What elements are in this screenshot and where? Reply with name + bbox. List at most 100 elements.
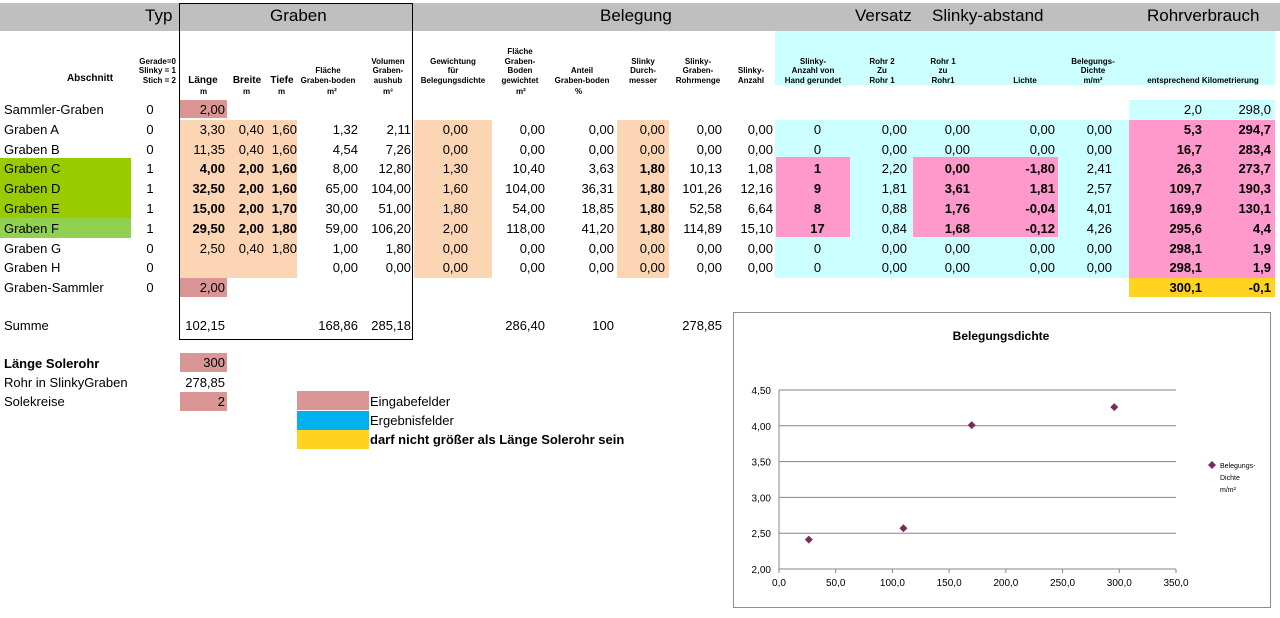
cell-km1: 298,1 <box>1169 260 1202 276</box>
cell-sd[interactable]: 0,00 <box>639 260 665 276</box>
cell-laenge[interactable]: 15,00 <box>192 201 225 216</box>
cell-sanz: 0,00 <box>747 240 773 256</box>
unit-anteil: % <box>575 87 583 96</box>
cell-tiefe[interactable]: 1,60 <box>271 141 297 157</box>
cell-fgew: 118,00 <box>506 220 545 236</box>
cell-fgew: 10,40 <box>512 161 545 177</box>
legend-swatch-warnung <box>297 430 369 449</box>
green-row-c <box>0 158 131 178</box>
cell-srm: 10,13 <box>689 161 722 177</box>
cell-gew[interactable]: 2,00 <box>442 220 468 236</box>
cell-laenge[interactable]: 11,35 <box>193 141 225 157</box>
cell-r2: 0,00 <box>881 141 907 157</box>
cell-anteil: 0,00 <box>588 121 614 137</box>
solekreise-input[interactable]: 2 <box>217 394 225 409</box>
cell-typ[interactable]: 1 <box>146 220 154 236</box>
legend-swatch-eingabe <box>297 391 369 410</box>
cell-gew[interactable]: 0,00 <box>442 141 468 157</box>
cell-breite[interactable]: 0,40 <box>238 121 264 137</box>
solekreise-bg <box>180 392 227 411</box>
chart-frame[interactable]: Belegungsdichte 2,00 2,50 3,00 3,50 4,00 4,50 0… <box>733 312 1271 608</box>
cell-tiefe[interactable]: 1,80 <box>271 240 297 256</box>
cell-sd[interactable]: 1,80 <box>639 201 665 216</box>
cell-typ[interactable]: 0 <box>146 141 154 157</box>
cell-hand[interactable]: 0 <box>813 260 822 276</box>
cell-km2: 1,9 <box>1252 260 1271 276</box>
data-point <box>804 535 813 544</box>
cell-laenge[interactable]: 2,00 <box>199 102 225 117</box>
cell-laenge[interactable]: 29,50 <box>192 220 225 236</box>
laenge-solerohr-input[interactable]: 300 <box>203 355 225 370</box>
legend-swatch-ergebnis <box>297 411 369 430</box>
cell-typ[interactable]: 0 <box>146 240 154 256</box>
legend-label: Belegungs- <box>1220 463 1256 470</box>
cell-tiefe[interactable]: 1,60 <box>271 181 297 197</box>
cell-sd[interactable]: 1,80 <box>639 161 665 177</box>
cell-sd[interactable]: 0,00 <box>639 240 665 256</box>
cell-typ[interactable]: 0 <box>146 102 154 117</box>
cell-laenge[interactable]: 3,30 <box>199 121 225 137</box>
cell-gew[interactable]: 0,00 <box>442 260 468 276</box>
cell-tiefe[interactable]: 1,80 <box>271 220 297 236</box>
col-slinky-durchmesser: Slinky Durch-messer <box>628 56 658 85</box>
cell-sanz: 6,64 <box>747 201 773 216</box>
cell-laenge[interactable]: 2,00 <box>199 280 225 296</box>
cell-gew[interactable]: 0,00 <box>442 121 468 137</box>
cell-hand[interactable]: 0 <box>813 121 822 137</box>
cell-tiefe[interactable]: 1,60 <box>271 161 297 177</box>
cell-hand[interactable]: 0 <box>813 141 822 157</box>
rose-laenge-bottom <box>180 278 227 297</box>
cell-tiefe[interactable]: 1,60 <box>271 121 297 137</box>
cell-hand[interactable]: 17 <box>810 220 825 236</box>
row-label: Sammler-Graben <box>4 102 104 117</box>
cell-laenge[interactable]: 2,50 <box>199 240 225 256</box>
cell-hand[interactable]: 1 <box>813 161 822 177</box>
cell-typ[interactable]: 1 <box>146 201 154 216</box>
legend-ergebnis: Ergebnisfelder <box>370 413 454 428</box>
cell-breite[interactable]: 0,40 <box>238 240 264 256</box>
cell-breite[interactable]: 2,00 <box>238 220 264 236</box>
pink-km-block <box>1129 120 1275 278</box>
x-tick-label: 50,0 <box>826 578 846 589</box>
cell-srm: 0,00 <box>696 240 722 256</box>
cell-gew[interactable]: 1,80 <box>442 201 468 216</box>
col-volumen: Volumen Graben-aushub <box>371 56 405 85</box>
cell-gew[interactable]: 1,60 <box>442 181 468 197</box>
cell-sd[interactable]: 1,80 <box>639 181 665 197</box>
cell-laenge[interactable]: 4,00 <box>199 161 225 177</box>
cell-fgew: 0,00 <box>519 121 545 137</box>
cell-breite[interactable]: 2,00 <box>238 181 264 197</box>
cell-fgew: 0,00 <box>519 141 545 157</box>
cell-breite[interactable]: 0,40 <box>238 141 264 157</box>
cell-hand[interactable]: 9 <box>813 181 822 197</box>
cell-flaeche: 59,00 <box>325 220 358 236</box>
summe-rohrmenge: 278,85 <box>682 318 722 333</box>
cell-hand[interactable]: 0 <box>813 240 822 256</box>
cell-gew[interactable]: 0,00 <box>442 240 468 256</box>
cell-typ[interactable]: 0 <box>146 280 154 296</box>
cell-tiefe[interactable]: 1,70 <box>271 201 297 216</box>
cell-r1: 0,00 <box>944 141 970 157</box>
cell-sd[interactable]: 0,00 <box>639 141 665 157</box>
cell-sd[interactable]: 1,80 <box>639 220 665 236</box>
col-slinky-anzahl: Slinky- Anzahl <box>737 66 765 85</box>
cell-breite[interactable]: 2,00 <box>238 201 264 216</box>
cell-km2: 273,7 <box>1238 161 1271 177</box>
group-graben: Graben <box>270 6 327 25</box>
cell-sd[interactable]: 0,00 <box>639 121 665 137</box>
y-tick-label: 3,50 <box>752 458 772 469</box>
cell-typ[interactable]: 0 <box>146 121 154 137</box>
cell-r2: 0,00 <box>881 121 907 137</box>
cell-laenge[interactable]: 32,50 <box>192 181 225 197</box>
cell-r1: 0,00 <box>944 161 970 177</box>
cell-typ[interactable]: 1 <box>146 181 154 197</box>
cell-beleg: 0,00 <box>1086 260 1112 276</box>
cell-breite[interactable]: 2,00 <box>238 161 264 177</box>
cell-hand[interactable]: 8 <box>813 201 822 216</box>
cell-gew[interactable]: 1,30 <box>442 161 468 177</box>
cell-km2: 130,1 <box>1238 201 1271 216</box>
summe-label: Summe <box>4 318 49 333</box>
cell-typ[interactable]: 0 <box>146 260 154 276</box>
cell-flaeche: 65,00 <box>325 181 358 197</box>
cell-typ[interactable]: 1 <box>146 161 154 177</box>
